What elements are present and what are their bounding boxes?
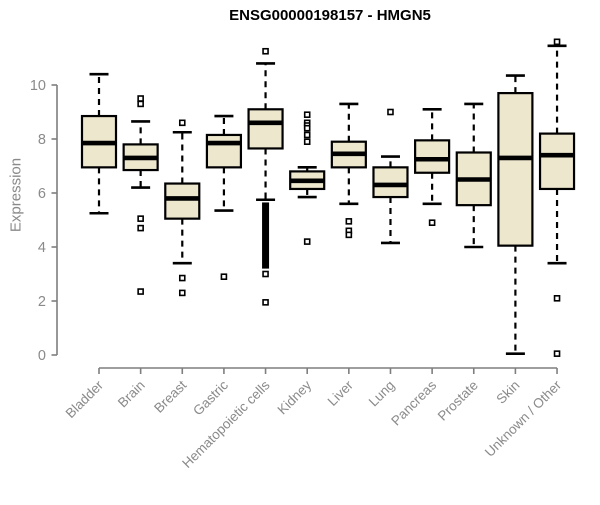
box-liver <box>330 102 367 239</box>
outlier-point <box>428 219 436 226</box>
y-tick-label: 2 <box>38 294 46 310</box>
y-tick-label: 4 <box>38 240 46 256</box>
y-tick-label: 6 <box>38 186 46 202</box>
outlier-point <box>303 111 311 118</box>
x-tick-label-skin: Skin <box>493 378 522 407</box>
box-gastric <box>205 114 243 281</box>
x-tick-label-liver: Liver <box>325 377 357 409</box>
iqr-box <box>497 91 534 247</box>
outlier-point <box>220 273 228 281</box>
outlier-point <box>137 100 144 108</box>
y-axis-title: Expression <box>7 157 25 233</box>
x-tick-label-kidney: Kidney <box>275 377 315 417</box>
outlier-point <box>553 350 561 357</box>
outlier-point <box>262 270 269 278</box>
box-bladder <box>80 72 118 215</box>
box-lung <box>372 108 409 245</box>
iqr-box <box>164 182 201 220</box>
y-tick-label: 0 <box>38 348 46 364</box>
outlier-point <box>553 38 561 46</box>
outlier-band <box>262 202 270 269</box>
box-brain <box>122 95 159 295</box>
outlier-point <box>387 108 394 116</box>
x-tick-label-brain: Brain <box>115 378 148 411</box>
x-tick-label-bladder: Bladder <box>63 377 107 421</box>
box-pancreas <box>414 108 451 226</box>
outlier-point <box>137 224 144 232</box>
box-skin <box>497 74 534 355</box>
outlier-point <box>345 218 353 225</box>
outlier-point <box>303 238 311 245</box>
outlier-point <box>137 215 144 222</box>
chart-title: ENSG00000198157 - HMGN5 <box>229 7 431 24</box>
outlier-point <box>303 124 311 132</box>
iqr-box <box>372 166 409 199</box>
x-tick-label-pancreas: Pancreas <box>388 377 439 428</box>
outlier-point <box>262 299 269 306</box>
iqr-box <box>247 108 284 150</box>
iqr-box <box>205 133 243 169</box>
box-hematopoietic-cells <box>247 47 284 306</box>
outlier-point <box>178 289 186 297</box>
box-breast <box>164 119 201 297</box>
outlier-point <box>178 119 186 127</box>
box-kidney <box>289 111 326 245</box>
box-prostate <box>455 102 492 249</box>
outlier-point <box>137 288 144 295</box>
x-tick-label-breast: Breast <box>151 377 189 415</box>
box-unknown-other <box>538 38 576 357</box>
x-tick-label-lung: Lung <box>366 378 398 410</box>
iqr-box <box>538 132 576 191</box>
outlier-point <box>303 131 311 139</box>
outlier-point <box>345 231 353 239</box>
x-tick-label-gastric: Gastric <box>190 377 231 418</box>
outlier-point <box>303 138 311 145</box>
y-tick-label: 8 <box>38 132 46 148</box>
outlier-point <box>553 294 561 302</box>
outlier-point <box>262 47 269 55</box>
x-tick-label-unknown-other: Unknown / Other <box>482 377 565 460</box>
y-axis: 0 2 4 6 8 10 <box>30 78 58 364</box>
x-tick-label-prostate: Prostate <box>435 378 481 424</box>
outlier-point <box>178 274 186 282</box>
iqr-box <box>414 139 451 174</box>
y-tick-label: 10 <box>30 78 46 94</box>
outlier-point <box>137 95 144 102</box>
